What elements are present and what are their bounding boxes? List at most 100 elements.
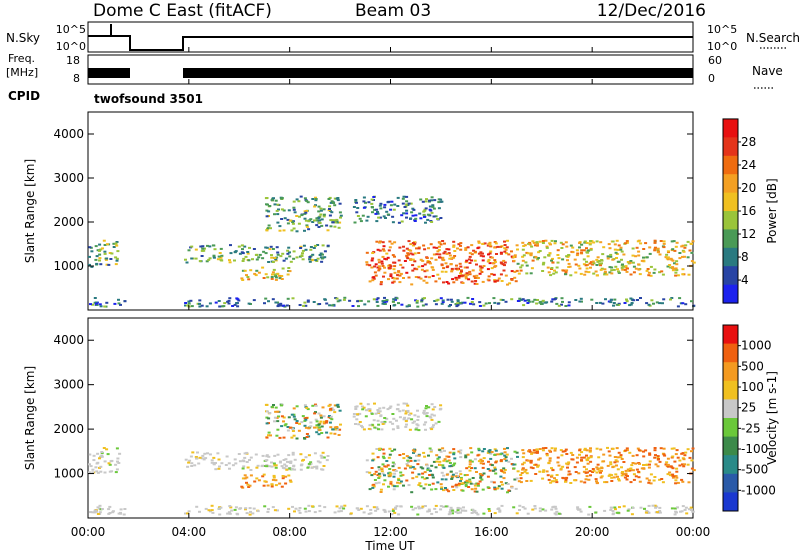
power-colorbar-label: Power [dB] [765, 178, 779, 243]
echo-cell [479, 476, 483, 479]
echo-cell [362, 428, 366, 431]
echo-cell [424, 221, 427, 224]
echo-cell [423, 263, 427, 266]
echo-cell [464, 277, 468, 280]
echo-cell [375, 220, 379, 223]
echo-cell [329, 432, 333, 435]
echo-cell [503, 247, 507, 250]
echo-cell [407, 484, 411, 487]
echo-cell [311, 221, 315, 223]
echo-cell [427, 508, 431, 511]
echo-cell [504, 456, 508, 459]
echo-cell [658, 271, 662, 274]
echo-cell [455, 278, 459, 281]
echo-cell [349, 512, 353, 515]
echo-cell [406, 404, 410, 407]
echo-cell [439, 243, 443, 246]
echo-cell [329, 219, 333, 222]
echo-cell [481, 462, 485, 465]
echo-cell [455, 264, 458, 267]
echo-cell [267, 300, 270, 303]
echo-cell [394, 470, 398, 472]
echo-cell [631, 261, 635, 264]
echo-cell [276, 301, 279, 304]
echo-cell [567, 301, 571, 304]
echo-cell [672, 267, 676, 270]
echo-cell [445, 488, 449, 491]
echo-cell [307, 228, 311, 231]
echo-cell [363, 303, 367, 306]
echo-cell [443, 250, 447, 253]
echo-cell [333, 428, 337, 431]
echo-cell [356, 300, 360, 303]
echo-cell [92, 459, 96, 462]
echo-cell [361, 426, 364, 429]
echo-cell [374, 212, 378, 215]
echo-cell [236, 305, 240, 308]
echo-cell [383, 303, 387, 305]
echo-cell [482, 457, 486, 460]
echo-cell [386, 408, 390, 411]
echo-cell [428, 469, 432, 472]
echo-cell [516, 300, 520, 302]
echo-cell [370, 198, 374, 201]
echo-cell [642, 464, 645, 466]
echo-cell [603, 270, 607, 273]
echo-cell [323, 256, 327, 259]
echo-cell [385, 465, 388, 468]
echo-cell [676, 456, 680, 459]
echo-cell [582, 465, 586, 468]
echo-cell [328, 208, 331, 210]
echo-cell [429, 450, 433, 453]
echo-cell [545, 301, 549, 304]
echo-cell [476, 484, 480, 487]
echo-cell [383, 203, 387, 206]
echo-cell [658, 510, 662, 512]
echo-cell [536, 465, 540, 468]
echo-cell [391, 484, 395, 487]
echo-cell [611, 240, 615, 243]
echo-cell [298, 215, 301, 218]
echo-cell [88, 246, 92, 249]
echo-cell [414, 428, 418, 431]
echo-cell [544, 509, 548, 512]
echo-cell [362, 196, 366, 199]
echo-cell [243, 477, 247, 480]
echo-cell [381, 265, 385, 267]
echo-cell [396, 481, 400, 484]
echo-cell [628, 261, 632, 264]
echo-cell [578, 449, 582, 452]
echo-cell [582, 263, 586, 266]
echo-cell [557, 304, 561, 307]
echo-cell [469, 447, 473, 450]
echo-cell [402, 245, 405, 248]
echo-cell [268, 465, 272, 468]
echo-cell [449, 506, 453, 509]
echo-cell [382, 457, 386, 460]
echo-cell [496, 279, 500, 282]
echo-cell [270, 461, 273, 464]
echo-cell [306, 299, 310, 302]
echo-cell [263, 480, 267, 483]
echo-cell [338, 507, 342, 510]
echo-cell [465, 259, 469, 262]
echo-cell [314, 259, 318, 262]
echo-cell [457, 484, 461, 487]
echo-cell [96, 513, 100, 515]
echo-cell [300, 421, 304, 424]
echo-cell [521, 467, 525, 470]
echo-cell [391, 510, 395, 512]
echo-cell [493, 279, 497, 281]
echo-cell [261, 454, 265, 457]
echo-cell [463, 301, 467, 304]
echo-cell [368, 409, 372, 412]
echo-cell [313, 219, 316, 222]
echo-cell [372, 485, 376, 488]
echo-cell [503, 261, 507, 264]
echo-cell [108, 505, 112, 508]
echo-cell [273, 257, 277, 259]
echo-cell [479, 254, 483, 257]
echo-cell [413, 252, 417, 255]
echo-cell [538, 510, 542, 513]
echo-cell [637, 268, 641, 271]
